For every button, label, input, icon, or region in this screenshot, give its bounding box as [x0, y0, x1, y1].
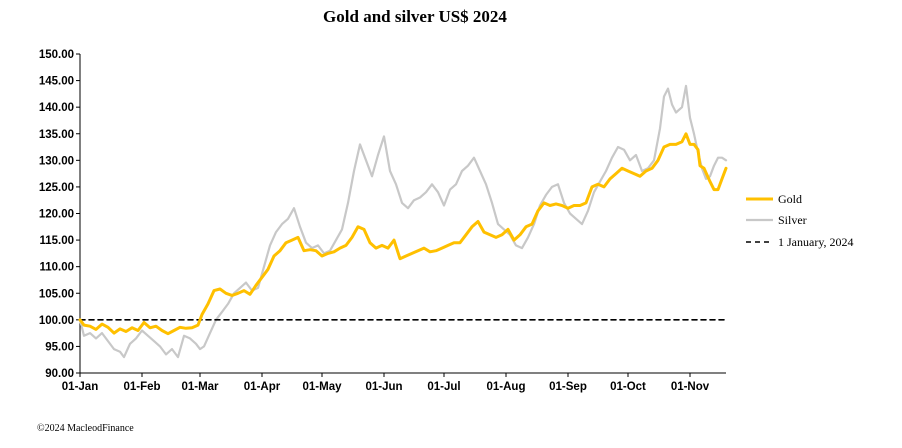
y-tick-label: 90.00: [45, 368, 74, 380]
x-tick-label: 01-Aug: [487, 381, 526, 393]
y-tick-label: 145.00: [39, 76, 74, 88]
legend-label: Gold: [778, 192, 802, 206]
series-gold-line: [78, 132, 728, 336]
x-axis-ticks: 01-Jan 01-Feb 01-Mar 01-Apr 01-May 01-Jun 01-J…: [62, 373, 710, 393]
x-tick-label: 01-Jun: [365, 381, 402, 393]
y-axis-ticks: 90.00 95.00 100.00 105.00 110.00 115.00 120.00…: [39, 49, 80, 380]
x-tick-label: 01-Jul: [427, 381, 460, 393]
legend: Gold Silver 1 January, 2024: [746, 192, 854, 249]
y-tick-label: 100.00: [39, 315, 74, 327]
x-tick-label: 01-Nov: [671, 381, 710, 393]
y-tick-label: 95.00: [45, 341, 74, 353]
chart-title: Gold and silver US$ 2024: [323, 7, 507, 26]
x-tick-label: 01-Mar: [181, 381, 219, 393]
x-tick-label: 01-Jan: [62, 381, 98, 393]
series-layer: [78, 84, 728, 359]
y-tick-label: 135.00: [39, 129, 74, 141]
y-tick-label: 130.00: [39, 155, 74, 167]
series-silver-line: [78, 84, 728, 359]
y-tick-label: 110.00: [39, 262, 74, 274]
y-tick-label: 125.00: [39, 182, 74, 194]
legend-label: 1 January, 2024: [778, 235, 854, 249]
x-tick-label: 01-Apr: [244, 381, 281, 393]
x-tick-label: 01-Feb: [123, 381, 160, 393]
x-tick-label: 01-Oct: [610, 381, 646, 393]
y-tick-label: 150.00: [39, 49, 74, 61]
axes: [79, 54, 726, 374]
x-tick-label: 01-May: [303, 381, 343, 393]
x-tick-label: 01-Sep: [549, 381, 587, 393]
y-tick-label: 115.00: [39, 235, 74, 247]
y-tick-label: 140.00: [39, 102, 74, 114]
copyright-text: ©2024 MacleodFinance: [37, 423, 134, 434]
legend-label: Silver: [778, 213, 807, 227]
y-tick-label: 120.00: [39, 209, 74, 221]
y-tick-label: 105.00: [39, 288, 74, 300]
